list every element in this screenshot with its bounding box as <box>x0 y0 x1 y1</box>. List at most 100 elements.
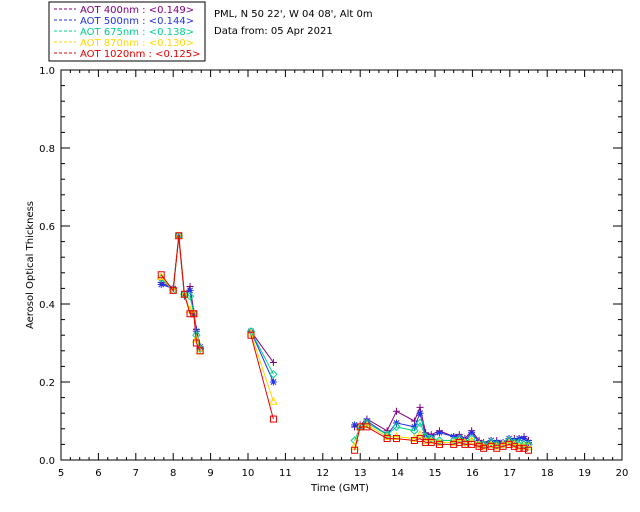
point-1020nm <box>383 435 391 443</box>
x-tick-label: 5 <box>58 468 64 479</box>
point-870nm <box>269 396 278 405</box>
point-675nm <box>467 434 476 443</box>
point-1020nm <box>520 444 528 452</box>
point-870nm <box>454 435 464 444</box>
series-line <box>160 235 529 447</box>
plot-frame <box>60 69 623 461</box>
y-axis-label: Aerosol Optical Thickness <box>25 201 36 329</box>
x-tick-label: 15 <box>429 468 442 479</box>
series-line <box>161 235 529 445</box>
series-line <box>160 237 529 443</box>
x-tick-label: 13 <box>354 468 367 479</box>
point-500nm <box>175 232 183 240</box>
point-870nm <box>410 434 419 442</box>
x-tick-label: 17 <box>503 468 516 479</box>
title-line-1: PML, N 50 22', W 04 08', Alt 0m <box>214 9 373 20</box>
point-870nm <box>426 435 436 444</box>
point-1020nm <box>175 232 183 240</box>
x-tick-label: 7 <box>133 468 139 479</box>
point-870nm <box>467 435 477 444</box>
point-1020nm <box>169 286 177 294</box>
x-tick-label: 14 <box>391 468 404 479</box>
point-500nm <box>416 409 424 417</box>
point-870nm <box>498 439 508 448</box>
y-tick-label: 0.0 <box>39 456 55 467</box>
point-1020nm <box>480 444 488 452</box>
point-675nm <box>392 422 401 432</box>
series-line <box>160 235 529 451</box>
point-1020nm <box>427 438 435 446</box>
point-500nm <box>475 438 483 446</box>
point-1020nm <box>416 435 424 443</box>
x-tick-label: 16 <box>466 468 479 479</box>
x-tick-label: 8 <box>170 468 176 479</box>
x-tick-label: 12 <box>316 468 329 479</box>
point-1020nm <box>363 423 371 431</box>
point-500nm <box>269 378 277 386</box>
point-870nm <box>392 432 401 440</box>
point-870nm <box>435 437 444 446</box>
axes: 5 6 7 8 9 10 11 12 13 14 15 16 17 18 19 20 0.0 0.2 0.4 0.6 0… <box>39 66 628 479</box>
point-500nm <box>247 327 255 335</box>
point-870nm <box>382 432 392 440</box>
point-1020nm <box>392 435 400 443</box>
point-870nm <box>504 437 514 446</box>
legend-label: AOT 1020nm : <0.125> <box>80 49 200 60</box>
y-tick-label: 0.2 <box>39 378 55 389</box>
point-870nm <box>449 437 459 446</box>
x-tick-label: 20 <box>616 468 629 479</box>
x-tick-label: 6 <box>95 468 101 479</box>
point-870nm <box>474 439 484 448</box>
x-tick-label: 18 <box>541 468 554 479</box>
point-500nm <box>468 429 476 437</box>
y-tick-label: 1.0 <box>39 66 55 77</box>
point-1020nm <box>247 331 255 339</box>
point-500nm <box>461 437 469 444</box>
point-1020nm <box>525 446 532 454</box>
point-675nm <box>415 418 425 428</box>
point-500nm <box>520 435 528 443</box>
point-675nm <box>269 369 278 379</box>
legend: AOT 400nm : <0.149>AOT 500nm : <0.144>AO… <box>48 1 206 62</box>
point-1020nm <box>461 440 469 448</box>
point-500nm <box>186 286 194 294</box>
x-tick-label: 10 <box>242 468 255 479</box>
point-870nm <box>492 441 502 450</box>
y-tick-label: 0.4 <box>39 300 55 311</box>
series-aot-400nm <box>157 234 532 446</box>
x-axis-label: Time (GMT) <box>310 483 369 494</box>
series-aot-675nm <box>157 231 533 449</box>
point-870nm <box>362 420 372 429</box>
series-aot-1020nm <box>157 232 532 454</box>
point-870nm <box>421 435 430 444</box>
point-1020nm <box>515 444 523 452</box>
point-400nm <box>416 403 424 411</box>
point-400nm <box>392 407 400 415</box>
point-1020nm <box>468 440 476 448</box>
data-series <box>156 231 533 454</box>
point-675nm <box>524 440 533 449</box>
point-1020nm <box>190 310 198 318</box>
x-tick-label: 9 <box>207 468 213 479</box>
point-1020nm <box>356 423 364 431</box>
point-870nm <box>460 437 470 446</box>
point-870nm <box>415 430 425 438</box>
point-1020nm <box>157 271 165 279</box>
point-1020nm <box>269 415 277 423</box>
point-1020nm <box>196 347 204 355</box>
series-aot-500nm <box>157 232 532 448</box>
point-400nm <box>269 359 277 366</box>
point-1020nm <box>351 446 359 454</box>
legend-label: AOT 870nm : <0.130> <box>80 38 194 49</box>
legend-label: AOT 675nm : <0.138> <box>80 27 194 38</box>
point-1020nm <box>186 310 194 318</box>
x-tick-label: 19 <box>578 468 591 479</box>
point-1020nm <box>180 290 188 298</box>
point-1020nm <box>192 339 200 347</box>
legend-label: AOT 500nm : <0.144> <box>80 16 194 27</box>
x-tick-label: 11 <box>279 468 292 479</box>
point-500nm <box>499 438 507 446</box>
point-500nm <box>157 281 165 288</box>
point-500nm <box>435 429 443 437</box>
